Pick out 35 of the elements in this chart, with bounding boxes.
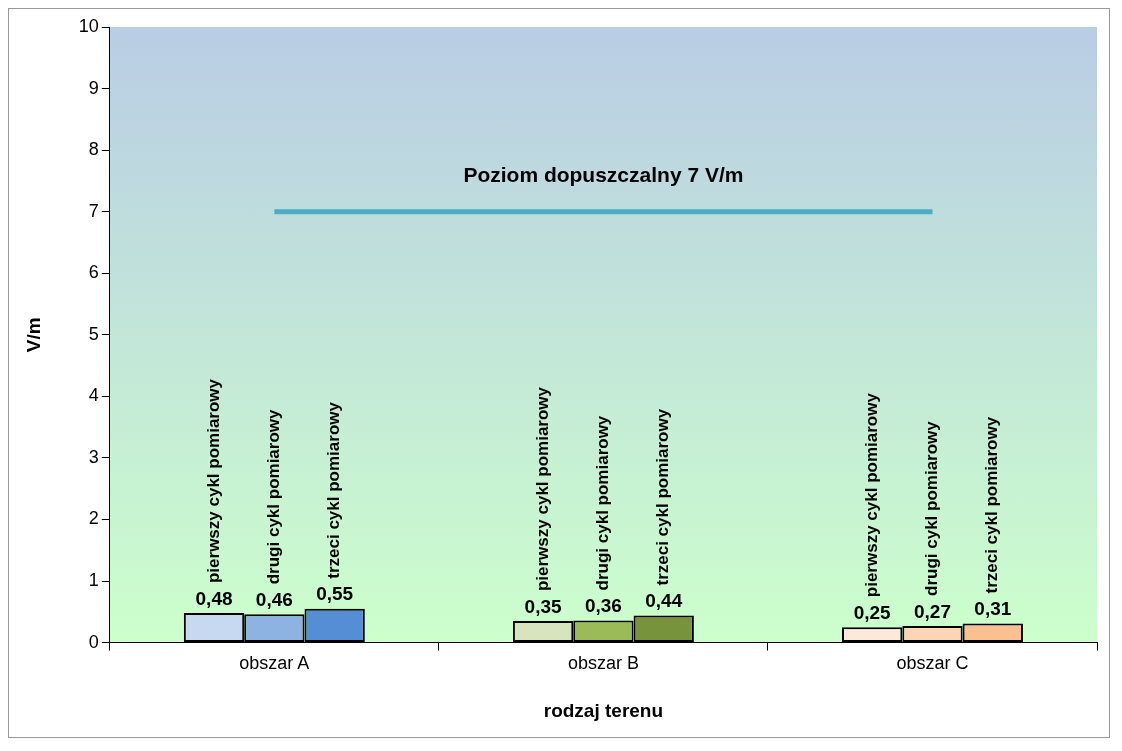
- data-label: 0,27: [913, 600, 951, 622]
- data-label: 0,55: [316, 583, 354, 605]
- y-tick-label: 2: [88, 508, 99, 529]
- y-tick-label: 9: [88, 77, 99, 98]
- data-label: 0,31: [974, 598, 1012, 620]
- text: trzeci cykl pomiarowy: [653, 408, 673, 586]
- ref-line-label: Poziom dopuszczalny 7 V/m: [463, 162, 744, 186]
- text: drugi cykl pomiarowy: [264, 408, 284, 585]
- data-label: 0,48: [195, 587, 233, 609]
- y-tick-label: 5: [88, 323, 99, 344]
- text: drugi cykl pomiarowy: [922, 421, 942, 596]
- data-label: 0,44: [645, 590, 683, 612]
- text: pierwszy cykl pomiarowy: [861, 393, 881, 598]
- y-tick-label: 6: [88, 262, 99, 283]
- text: pierwszy cykl pomiarowy: [203, 378, 223, 584]
- y-tick-label: 0: [88, 631, 99, 652]
- text: drugi cykl pomiarowy: [593, 415, 613, 591]
- y-tick-label: 8: [88, 139, 99, 160]
- text: pierwszy cykl pomiarowy: [532, 386, 552, 592]
- data-label: 0,46: [255, 589, 293, 611]
- x-tick-label: obszar A: [239, 653, 310, 674]
- x-tick-label: obszar B: [567, 653, 639, 674]
- y-tick-label: 1: [88, 570, 99, 591]
- text: trzeci cykl pomiarowy: [982, 416, 1002, 594]
- x-axis-title: rodzaj terenu: [543, 699, 664, 721]
- text: trzeci cykl pomiarowy: [324, 401, 344, 579]
- x-tick-label: obszar C: [896, 653, 969, 674]
- y-tick-label: 7: [88, 200, 99, 221]
- y-tick-label: 4: [88, 385, 99, 406]
- data-label: 0,25: [853, 601, 892, 623]
- y-tick-label: 10: [78, 15, 99, 36]
- y-axis-title: V/m: [22, 317, 44, 353]
- data-label: 0,35: [524, 595, 562, 617]
- data-label: 0,36: [584, 595, 622, 617]
- y-tick-label: 3: [88, 446, 99, 467]
